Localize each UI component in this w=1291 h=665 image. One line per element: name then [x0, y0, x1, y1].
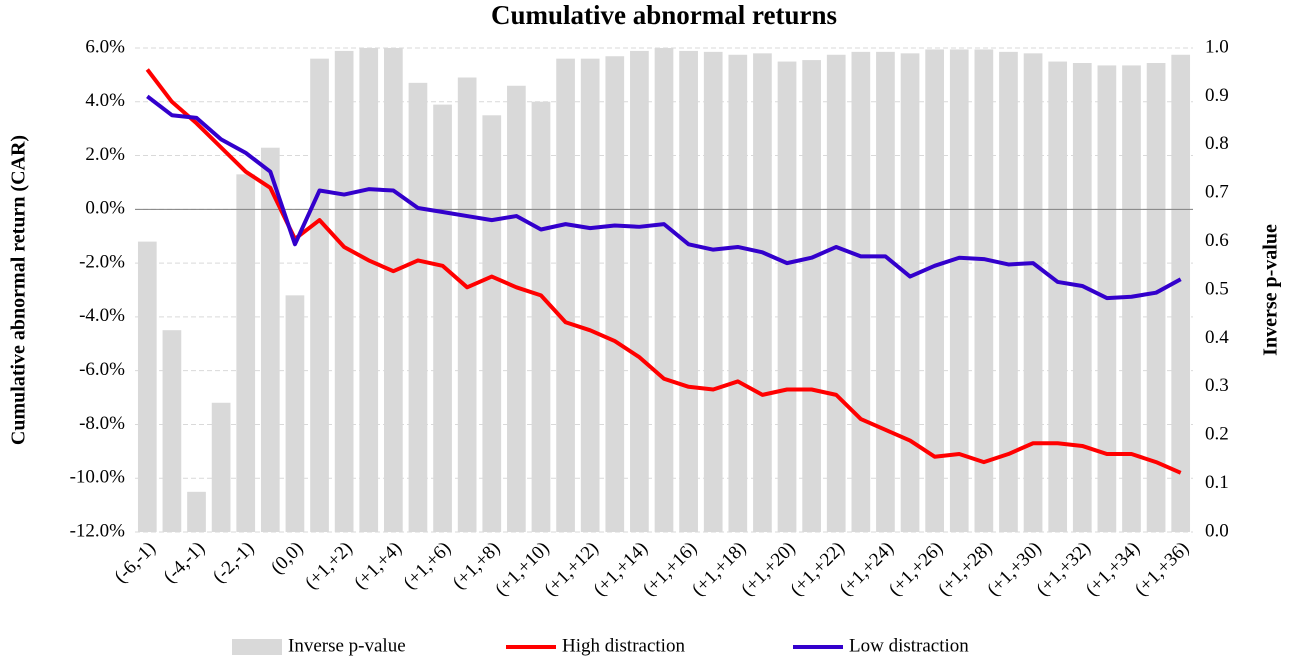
bar	[211, 402, 231, 532]
bar	[137, 241, 157, 532]
y2-tick-label: 0.3	[1205, 375, 1229, 396]
bar	[876, 51, 895, 532]
x-tick-label: (-4,-1)	[160, 538, 210, 588]
x-tick-label: (+1,+2)	[301, 538, 357, 594]
y-tick-label: -2.0%	[79, 251, 125, 272]
bar	[777, 61, 797, 532]
legend-swatch	[232, 639, 282, 655]
bar	[679, 50, 698, 533]
line	[146, 94, 1182, 301]
x-tick-label: (+1,+30)	[983, 538, 1045, 600]
x-tick-label: (+1,+10)	[491, 538, 553, 600]
bar	[925, 49, 945, 533]
y2-axis-title: Inverse p-value	[1260, 224, 1282, 356]
y-tick-label: -12.0%	[70, 520, 126, 541]
x-tick-label: (-2,-1)	[209, 538, 259, 588]
x-tick-label: (+1,+14)	[590, 538, 652, 600]
y-tick-label: -6.0%	[79, 359, 125, 380]
y2-tick-label: 0.9	[1205, 85, 1229, 106]
legend-label: High distraction	[562, 635, 685, 656]
y2-tick-label: 0.0	[1205, 520, 1229, 541]
y2-tick-label: 0.2	[1205, 424, 1229, 445]
y-axis-title: Cumulative abnormal return (CAR)	[8, 135, 30, 445]
y-tick-label: 0.0%	[85, 198, 125, 219]
bar	[802, 60, 821, 532]
y2-tick-label: 0.7	[1205, 182, 1229, 203]
y2-tick-label: 1.0	[1205, 36, 1229, 57]
bar	[703, 51, 723, 532]
bar	[1072, 63, 1092, 533]
bar	[433, 104, 452, 533]
y-tick-label: 4.0%	[85, 90, 125, 111]
bar	[580, 58, 600, 532]
y-tick-label: -8.0%	[79, 413, 125, 434]
y-tick-label: -4.0%	[79, 305, 125, 326]
bar	[507, 85, 526, 532]
bar	[753, 53, 772, 532]
bar	[162, 330, 182, 532]
line	[145, 68, 1182, 475]
bar	[728, 54, 748, 532]
x-tick-label: (+1,+6)	[399, 538, 455, 594]
bar	[482, 115, 502, 532]
bar	[457, 77, 477, 533]
bar	[334, 50, 354, 533]
legend-label: Low distraction	[849, 635, 969, 656]
x-tick-label: (+1,+26)	[885, 538, 947, 600]
bar	[310, 58, 329, 532]
bar	[556, 58, 575, 532]
x-tick-label: (+1,+24)	[836, 538, 898, 600]
x-tick-label: (+1,+18)	[688, 538, 750, 600]
bar	[630, 50, 649, 533]
y2-tick-label: 0.1	[1205, 472, 1229, 493]
bar	[949, 49, 969, 533]
bar	[1048, 61, 1068, 532]
bar	[974, 49, 994, 533]
bar	[1171, 54, 1191, 532]
chart-title: Cumulative abnormal returns	[491, 0, 837, 30]
bar	[383, 48, 403, 532]
bar	[1023, 53, 1043, 532]
y-tick-label: -10.0%	[70, 467, 126, 488]
x-tick-label: (+1,+4)	[350, 538, 406, 594]
x-tick-label: (+1,+28)	[934, 538, 996, 600]
bar	[359, 48, 379, 532]
bar	[654, 48, 674, 532]
x-tick-label: (+1,+32)	[1032, 538, 1094, 600]
bar	[531, 101, 551, 532]
x-tick-label: (+1,+16)	[639, 538, 701, 600]
legend-label: Inverse p-value	[288, 635, 406, 656]
bar	[900, 53, 920, 532]
x-tick-label: (+1,+22)	[786, 538, 848, 600]
bar	[851, 51, 871, 532]
bar	[1146, 63, 1166, 533]
bar	[187, 491, 206, 532]
y2-tick-label: 0.6	[1205, 230, 1229, 251]
x-tick-label: (+1,+12)	[540, 538, 602, 600]
y2-tick-label: 0.5	[1205, 278, 1229, 299]
bar	[236, 174, 256, 532]
y2-tick-label: 0.4	[1205, 327, 1229, 348]
bar	[408, 82, 428, 533]
x-tick-label: (+1,+20)	[737, 538, 799, 600]
y-tick-label: 2.0%	[85, 144, 125, 165]
y-tick-label: 6.0%	[85, 36, 125, 57]
y2-tick-label: 0.8	[1205, 133, 1229, 154]
x-tick-label: (0,0)	[267, 538, 308, 579]
bar	[826, 54, 846, 532]
x-tick-label: (+1,+34)	[1082, 538, 1144, 600]
bar	[605, 56, 625, 533]
bar	[260, 147, 280, 533]
x-tick-label: (+1,+36)	[1131, 538, 1193, 600]
x-tick-label: (-6,-1)	[110, 538, 160, 588]
bar	[285, 295, 305, 532]
bar	[999, 51, 1018, 532]
